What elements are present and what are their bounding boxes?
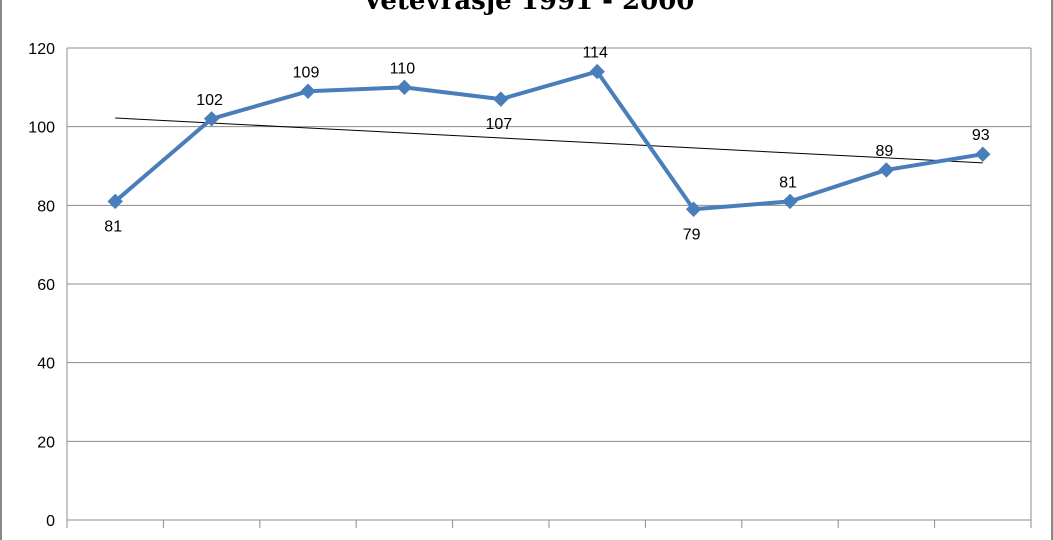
data-point-marker [878,162,895,178]
data-point-marker [782,193,798,210]
y-tick-label: 100 [28,120,55,137]
y-tick-label: 120 [28,41,55,58]
data-point-marker [300,83,316,99]
trendline [115,117,983,164]
data-point-marker [396,79,413,96]
data-label: 81 [104,218,122,235]
data-point-marker [589,63,605,80]
y-tick-label: 60 [37,277,55,294]
y-tick-label: 80 [37,198,55,215]
data-label: 89 [876,143,894,160]
chart-title: Vetëvrasje 1991 - 2000 [362,0,695,16]
data-label: 81 [779,174,797,191]
data-point-marker [685,201,702,217]
data-point-marker [493,91,509,107]
data-point-marker [107,193,123,210]
series-line [113,69,984,212]
data-label: 110 [390,60,416,77]
y-tick-label: 20 [37,434,55,451]
data-label: 79 [683,226,701,243]
data-label: 93 [972,127,990,144]
data-label: 102 [196,92,223,109]
data-label: 107 [485,116,512,133]
data-point-marker [975,146,991,162]
data-point-marker [203,111,220,127]
y-tick-label: 0 [46,513,55,530]
y-tick-label: 40 [37,356,55,373]
data-label: 114 [582,45,608,62]
data-label: 109 [293,64,320,81]
